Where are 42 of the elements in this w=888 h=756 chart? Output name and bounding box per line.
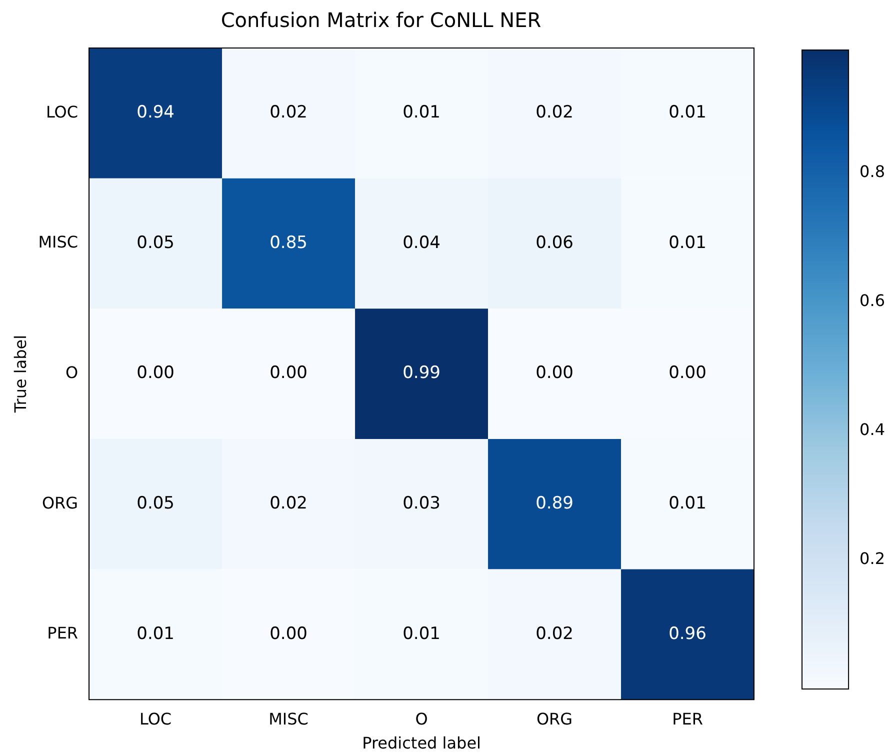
data-label: 0.02 [270, 494, 308, 514]
data-label: 0.00 [270, 363, 308, 384]
data-label: 0.01 [668, 102, 706, 123]
data-label: 0.02 [270, 102, 308, 123]
chart-title: Confusion Matrix for CoNLL NER [220, 8, 542, 32]
data-label: 0.05 [136, 232, 174, 253]
data-label: 0.00 [536, 363, 574, 384]
data-label: 0.00 [270, 624, 308, 644]
data-label: 0.00 [136, 363, 174, 384]
data-label: 0.04 [402, 232, 440, 253]
data-label: 0.01 [402, 624, 440, 644]
data-label: 0.94 [136, 102, 174, 123]
color-bar-label: 0.2 [860, 549, 886, 568]
color-bar-label: 0.6 [860, 290, 886, 310]
data-label: 0.02 [536, 624, 574, 644]
color-bar-label: 0.8 [860, 162, 886, 181]
data-label: 0.03 [402, 494, 440, 514]
data-label: 0.99 [402, 363, 440, 384]
y-tick-label: PER [47, 624, 78, 643]
y-axis-title: True label [10, 334, 30, 414]
data-label: 0.96 [668, 624, 706, 644]
y-tick-label: LOC [46, 102, 78, 122]
data-label: 0.02 [536, 102, 574, 123]
color-bar-label: 0.4 [860, 420, 886, 439]
x-tick-label: MISC [268, 709, 308, 728]
data-label: 0.06 [536, 232, 574, 253]
data-label: 0.01 [136, 624, 174, 644]
data-label: 0.05 [136, 494, 174, 514]
x-tick-label: ORG [536, 709, 573, 728]
data-label: 0.00 [668, 363, 706, 384]
x-tick-label: O [415, 709, 428, 728]
x-tick-label: LOC [139, 709, 172, 728]
data-label: 0.89 [536, 494, 574, 514]
x-tick-label: PER [672, 709, 703, 728]
x-axis-title: Predicted label [362, 734, 481, 753]
data-label: 0.01 [402, 102, 440, 123]
data-label: 0.85 [270, 232, 308, 253]
y-tick-label: MISC [38, 232, 78, 252]
y-tick-label: ORG [42, 493, 78, 512]
data-label: 0.01 [668, 232, 706, 253]
y-tick-label: O [65, 362, 78, 382]
data-label: 0.01 [668, 494, 706, 514]
